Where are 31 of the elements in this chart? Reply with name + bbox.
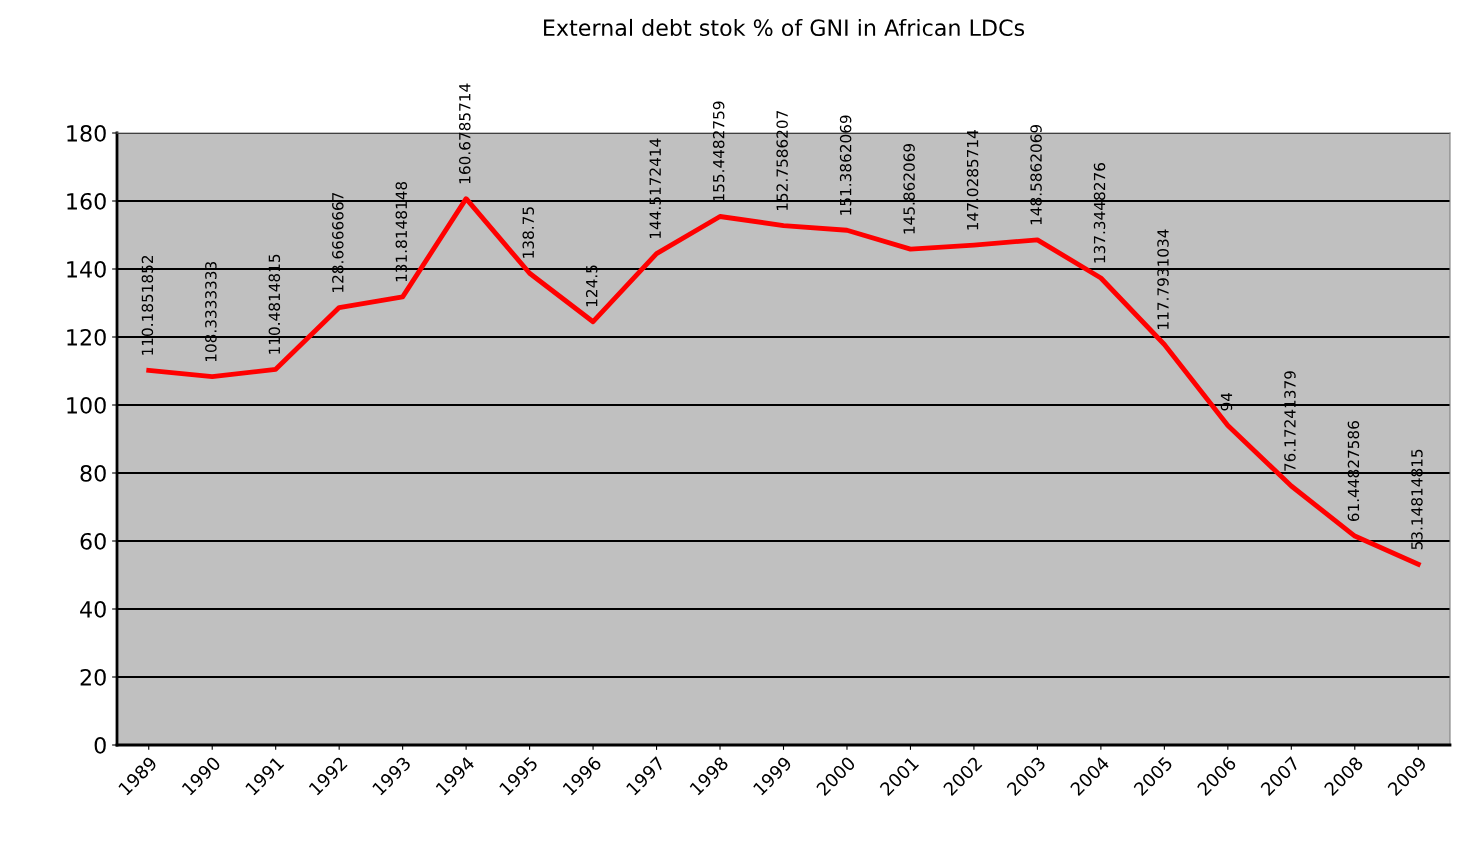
y-tick-label: 40 — [80, 600, 106, 618]
data-label: 152.7586207 — [776, 110, 788, 211]
data-label: 155.4482759 — [712, 101, 725, 201]
y-tick-label: 60 — [80, 532, 106, 550]
data-label: 117.7931034 — [1157, 229, 1169, 329]
y-tick-label: 160 — [67, 192, 106, 210]
data-label: 148.5862069 — [1030, 124, 1042, 225]
data-label: 138.75 — [522, 207, 535, 258]
data-label: 160.6785714 — [459, 83, 471, 184]
y-tick-label: 180 — [67, 124, 106, 142]
data-label: 110.4814815 — [268, 254, 281, 354]
data-label: 124.5 — [585, 265, 598, 307]
y-tick-label: 20 — [80, 668, 106, 686]
y-tick-label: 80 — [80, 464, 106, 482]
data-label: 61.44827586 — [1347, 421, 1360, 522]
y-tick-label: 100 — [67, 396, 106, 414]
data-label: 147.0285714 — [966, 130, 979, 230]
y-tick-label: 140 — [67, 260, 106, 278]
data-label: 144.5172414 — [649, 138, 661, 239]
data-label: 76.17241379 — [1284, 371, 1296, 471]
data-label: 128.6666667 — [332, 192, 344, 292]
data-label: 145.862069 — [903, 143, 915, 234]
data-label: 108.3333333 — [205, 261, 217, 362]
y-tick-label: 0 — [94, 736, 106, 754]
data-label: 53.14814815 — [1411, 449, 1423, 550]
data-label: 137.3448276 — [1093, 163, 1106, 263]
data-label: 131.8148148 — [395, 181, 408, 282]
y-tick-label: 120 — [67, 328, 106, 346]
data-label: 110.1851852 — [141, 255, 154, 355]
data-label: 151.3862069 — [839, 115, 852, 215]
chart-title: External debt stok % of GNI in African LDCs — [544, 18, 1025, 37]
